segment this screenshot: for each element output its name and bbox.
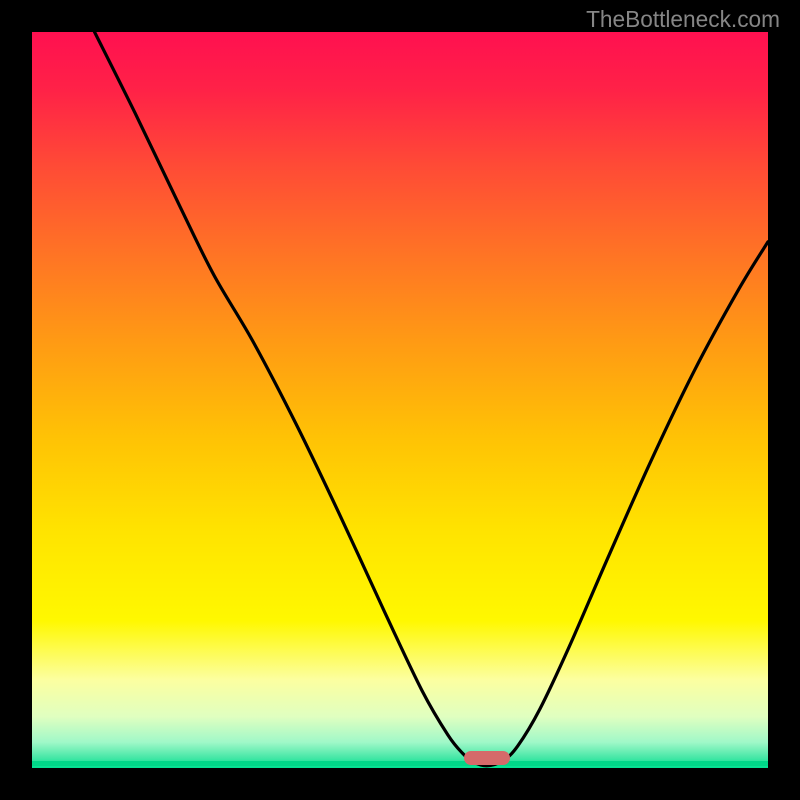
optimal-marker bbox=[464, 751, 510, 765]
plot-area bbox=[32, 32, 768, 768]
bottleneck-curve bbox=[32, 32, 768, 768]
watermark-text: TheBottleneck.com bbox=[586, 6, 780, 33]
chart-container: TheBottleneck.com bbox=[0, 0, 800, 800]
